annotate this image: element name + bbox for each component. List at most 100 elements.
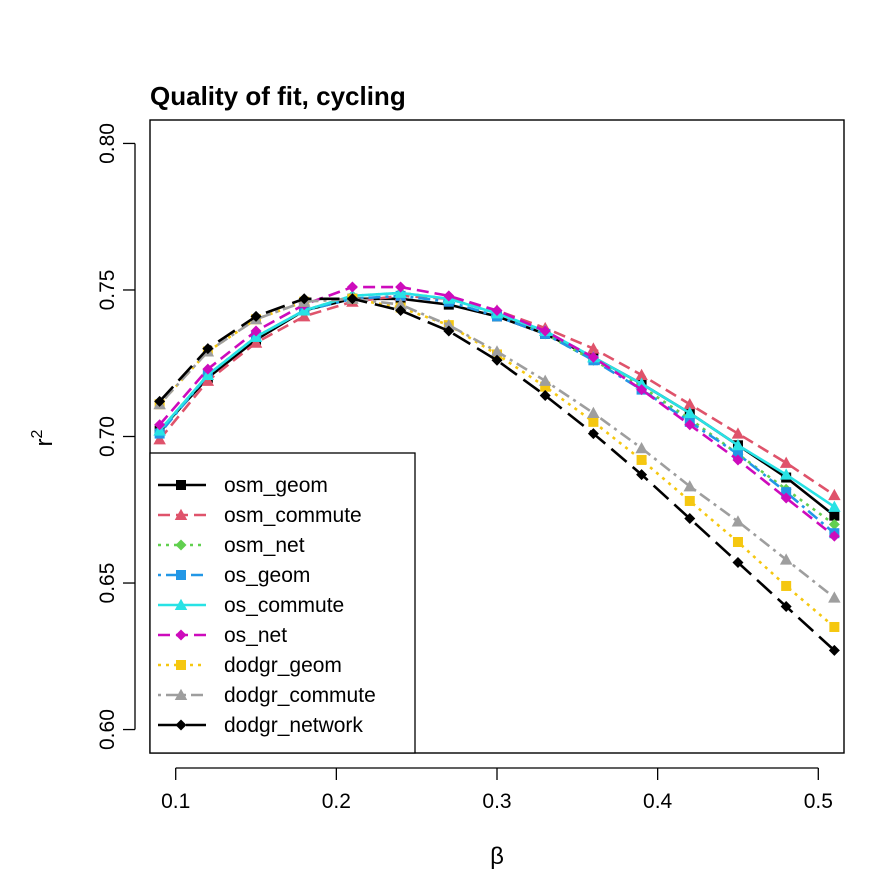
data-point-dodgr_commute	[442, 318, 456, 331]
data-point-dodgr_geom	[684, 495, 695, 506]
legend-entry: dodgr_network	[158, 714, 363, 737]
data-point-os_net	[154, 419, 166, 431]
data-point-dodgr_commute	[394, 298, 407, 310]
data-point-dodgr_network	[587, 428, 599, 440]
data-point-dodgr_commute	[538, 374, 552, 386]
legend-entry: osm_commute	[158, 504, 362, 527]
data-point-osm_commute	[828, 488, 841, 501]
legend-label: dodgr_geom	[224, 654, 342, 677]
data-point-dodgr_geom	[829, 621, 840, 632]
data-point-os_commute	[683, 406, 697, 419]
data-point-dodgr_network	[443, 325, 455, 337]
legend-marker	[175, 629, 187, 641]
y-axis-label-superscript: 2	[29, 429, 46, 438]
data-point-dodgr_network	[154, 395, 166, 407]
y-axis: 0.60 0.65 0.70 0.75 0.80	[96, 123, 136, 750]
data-point-osm_geom	[829, 510, 840, 521]
data-point-osm_commute	[779, 456, 793, 468]
data-point-dodgr_network	[636, 469, 648, 481]
x-tick-label: 0.1	[161, 790, 190, 813]
data-point-dodgr_commute	[779, 553, 793, 565]
x-tick-label: 0.4	[643, 790, 673, 813]
chart-title: Quality of fit, cycling	[150, 81, 406, 111]
data-point-dodgr_geom	[540, 381, 551, 392]
data-point-osm_commute	[587, 342, 600, 354]
data-point-os_net	[684, 419, 696, 431]
legend-label: os_net	[224, 624, 287, 647]
legend-marker	[176, 480, 186, 490]
data-point-dodgr_commute	[683, 480, 697, 492]
x-axis: 0.1 0.2 0.3 0.4 0.5	[161, 767, 833, 813]
legend-label: os_commute	[224, 594, 344, 617]
legend-label: dodgr_network	[224, 714, 363, 737]
series-os_net	[154, 281, 840, 542]
data-point-dodgr_geom	[732, 537, 743, 547]
data-point-dodgr_network	[250, 310, 262, 322]
y-tick-label: 0.75	[96, 270, 119, 311]
data-point-dodgr_geom	[636, 454, 647, 465]
data-point-dodgr_network	[732, 557, 744, 569]
data-point-dodgr_network	[491, 354, 503, 366]
data-point-dodgr_network	[828, 644, 840, 656]
series-group	[153, 281, 841, 656]
data-point-os_net	[250, 325, 262, 337]
data-point-os_geom	[781, 487, 792, 498]
series-dodgr_network	[154, 293, 840, 656]
data-point-osm_net	[828, 518, 840, 530]
plot-frame	[149, 119, 845, 754]
data-point-dodgr_network	[346, 293, 358, 305]
data-point-os_net	[828, 530, 840, 542]
data-point-osm_commute	[153, 433, 166, 445]
data-point-os_net	[491, 304, 503, 316]
legend-entry: osm_net	[158, 534, 305, 557]
data-point-os_net	[732, 454, 744, 466]
data-point-dodgr_network	[539, 389, 551, 401]
data-point-dodgr_network	[395, 304, 407, 316]
x-axis-label: β	[490, 843, 504, 870]
legend-label: os_geom	[224, 564, 310, 587]
data-point-dodgr_geom	[588, 416, 599, 427]
data-point-os_net	[780, 492, 792, 504]
data-point-dodgr_commute	[635, 441, 648, 454]
x-tick-label: 0.2	[322, 790, 351, 813]
data-point-os_commute	[779, 468, 793, 480]
y-axis-label-base: r	[31, 438, 58, 446]
legend-marker	[174, 508, 188, 520]
legend-label: osm_commute	[224, 504, 362, 527]
legend-label: osm_net	[224, 534, 305, 557]
data-point-dodgr_commute	[828, 591, 841, 603]
legend-label: dodgr_commute	[224, 684, 376, 707]
legend-marker	[176, 660, 186, 670]
data-point-dodgr_network	[298, 293, 310, 305]
data-point-dodgr_network	[684, 513, 696, 525]
data-point-os_commute	[731, 439, 745, 451]
y-axis-label: r2	[29, 429, 58, 446]
data-point-os_geom	[732, 449, 743, 460]
y-tick-label: 0.65	[96, 563, 119, 604]
legend: osm_geom osm_commute osm_net os_geom os_comm…	[149, 452, 416, 754]
legend-marker	[174, 688, 188, 700]
y-tick-label: 0.70	[96, 416, 119, 457]
data-point-os_net	[539, 325, 551, 337]
legend-marker	[174, 598, 188, 610]
data-point-os_net	[636, 384, 648, 396]
data-point-dodgr_commute	[587, 406, 600, 419]
x-tick-label: 0.5	[804, 790, 833, 813]
svg-text:r2: r2	[29, 429, 58, 446]
legend-entry: os_net	[158, 624, 287, 647]
plot-area	[153, 281, 841, 656]
data-point-dodgr_network	[202, 343, 214, 355]
y-tick-label: 0.80	[96, 123, 119, 164]
series-line-dodgr_network	[158, 297, 836, 652]
legend-entry: dodgr_commute	[158, 684, 376, 707]
data-point-os_net	[587, 351, 599, 363]
data-point-os_net	[395, 281, 407, 293]
data-point-dodgr_commute	[490, 345, 504, 357]
data-point-os_net	[202, 363, 214, 375]
legend-marker	[176, 570, 186, 580]
legend-label: osm_geom	[224, 474, 328, 497]
legend-entry: os_geom	[158, 564, 310, 587]
data-point-osm_commute	[635, 368, 648, 380]
data-point-osm_commute	[731, 427, 745, 439]
